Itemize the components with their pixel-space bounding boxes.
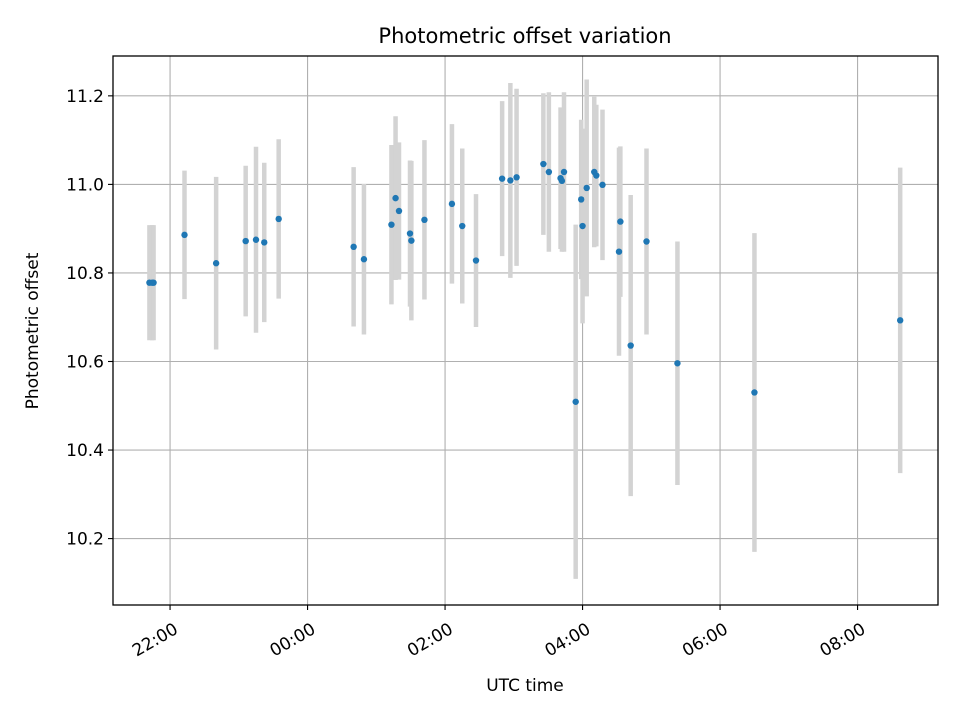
data-point xyxy=(579,222,586,230)
data-point xyxy=(513,174,520,181)
data-point xyxy=(572,398,579,405)
y-tick-label: 10.6 xyxy=(66,352,104,372)
data-point xyxy=(408,237,415,244)
y-tick-label: 10.2 xyxy=(66,530,104,550)
data-point xyxy=(599,181,606,189)
y-axis-label: Photometric offset xyxy=(23,252,43,409)
data-point xyxy=(617,218,624,225)
data-point xyxy=(507,177,514,184)
data-point xyxy=(395,207,403,215)
data-point xyxy=(498,175,506,182)
data-point xyxy=(540,160,547,168)
data-point xyxy=(583,184,590,192)
y-tick-label: 11.2 xyxy=(66,87,104,107)
plot-area xyxy=(113,56,938,605)
data-point xyxy=(459,222,466,230)
data-point xyxy=(275,215,282,223)
data-point xyxy=(252,236,260,243)
data-point xyxy=(472,257,480,264)
data-point xyxy=(560,168,568,176)
data-points xyxy=(146,160,904,405)
data-point xyxy=(448,200,456,208)
y-tick-label: 10.4 xyxy=(66,441,104,461)
y-tick-label: 10.8 xyxy=(66,264,104,284)
chart-title: Photometric offset variation xyxy=(378,24,671,48)
data-point xyxy=(261,239,268,246)
data-point xyxy=(421,216,428,224)
data-point xyxy=(392,194,399,202)
data-point xyxy=(350,243,357,251)
data-point xyxy=(242,237,249,245)
data-point xyxy=(593,172,600,179)
data-point xyxy=(360,256,368,263)
data-point xyxy=(150,279,157,286)
data-point xyxy=(212,260,220,267)
data-point xyxy=(643,238,650,245)
data-point xyxy=(896,317,904,324)
data-point xyxy=(751,389,758,396)
data-point xyxy=(615,248,623,255)
data-point xyxy=(558,177,566,185)
data-point xyxy=(406,230,414,237)
data-point xyxy=(545,168,553,176)
data-point xyxy=(181,231,188,239)
data-point xyxy=(388,221,395,228)
x-axis-label: UTC time xyxy=(486,676,564,696)
gridlines xyxy=(113,56,938,605)
y-axis-ticks: 10.2 10.4 10.6 10.8 11.0 11.2 xyxy=(66,87,113,550)
y-tick-label: 11.0 xyxy=(66,175,104,195)
data-point xyxy=(627,342,634,349)
data-point xyxy=(577,196,585,203)
data-point xyxy=(674,360,681,367)
plot-frame xyxy=(112,55,939,606)
